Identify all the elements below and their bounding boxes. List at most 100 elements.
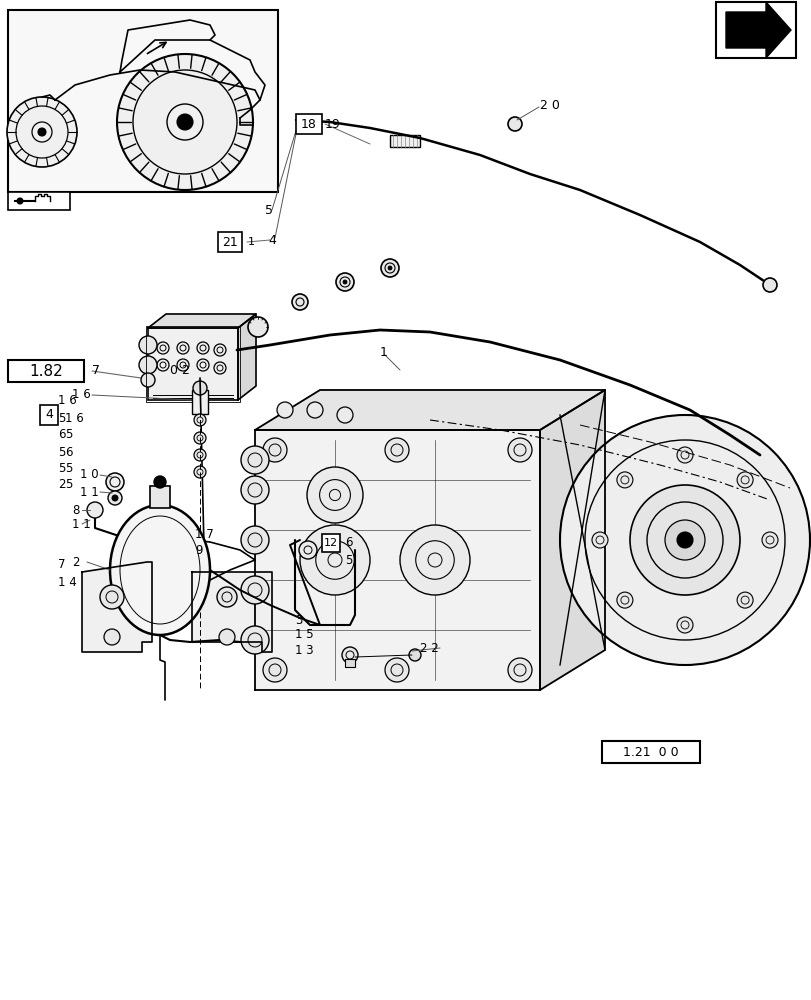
Circle shape [38, 128, 46, 136]
Text: 5: 5 [345, 554, 352, 566]
Polygon shape [539, 390, 604, 690]
Circle shape [247, 317, 268, 337]
Bar [217, 232, 242, 252]
Circle shape [106, 473, 124, 491]
Circle shape [307, 402, 323, 418]
Circle shape [508, 438, 531, 462]
Circle shape [117, 54, 253, 190]
Text: 9: 9 [195, 544, 202, 556]
Text: 2 0: 2 0 [539, 99, 560, 112]
Circle shape [299, 525, 370, 595]
Bar [148, 328, 238, 400]
Circle shape [241, 476, 268, 504]
Circle shape [171, 535, 185, 549]
Circle shape [616, 472, 632, 488]
Circle shape [591, 532, 607, 548]
Text: 1 6: 1 6 [58, 393, 77, 406]
Circle shape [112, 495, 118, 501]
Circle shape [307, 467, 363, 523]
Text: 1: 1 [247, 237, 255, 247]
Circle shape [664, 520, 704, 560]
Circle shape [177, 114, 193, 130]
Circle shape [761, 532, 777, 548]
Circle shape [629, 485, 739, 595]
Text: 1 6: 1 6 [72, 388, 91, 401]
Circle shape [241, 576, 268, 604]
Circle shape [139, 336, 157, 354]
Circle shape [193, 381, 207, 395]
Circle shape [384, 438, 409, 462]
Text: 4: 4 [45, 408, 53, 422]
Circle shape [194, 449, 206, 461]
Circle shape [676, 532, 692, 548]
Bar [8, 360, 84, 382]
Text: 5: 5 [58, 446, 66, 458]
Polygon shape [191, 572, 272, 652]
Circle shape [139, 356, 157, 374]
Circle shape [241, 446, 268, 474]
Text: 1 7: 1 7 [195, 528, 213, 542]
Bar [296, 114, 322, 134]
Text: 1 1: 1 1 [80, 486, 99, 498]
Circle shape [409, 649, 420, 661]
Bar [345, 659, 354, 667]
Circle shape [388, 266, 392, 270]
Circle shape [508, 658, 531, 682]
Circle shape [7, 97, 77, 167]
Text: 2 2: 2 2 [419, 642, 438, 654]
Circle shape [141, 373, 155, 387]
Circle shape [108, 491, 122, 505]
Text: 6: 6 [65, 446, 72, 458]
Circle shape [87, 502, 103, 518]
Circle shape [104, 629, 120, 645]
Circle shape [217, 587, 237, 607]
Circle shape [292, 294, 307, 310]
Circle shape [263, 658, 286, 682]
Circle shape [508, 117, 521, 131]
Text: 1 1: 1 1 [72, 518, 91, 530]
Circle shape [342, 280, 346, 284]
Circle shape [400, 525, 470, 595]
Circle shape [17, 198, 23, 204]
Text: 5: 5 [65, 462, 72, 475]
Bar [715, 2, 795, 58]
Text: 5: 5 [65, 478, 72, 490]
Polygon shape [255, 430, 539, 690]
Circle shape [241, 526, 268, 554]
Circle shape [676, 617, 692, 633]
Text: 19: 19 [324, 118, 341, 131]
Text: 4: 4 [268, 233, 276, 246]
Text: 5: 5 [65, 428, 72, 442]
Circle shape [560, 415, 809, 665]
Circle shape [263, 438, 286, 462]
Circle shape [341, 647, 358, 663]
Bar [389, 135, 419, 147]
Circle shape [616, 592, 632, 608]
Text: 18: 18 [301, 118, 316, 131]
Text: 1: 1 [380, 346, 388, 359]
Circle shape [194, 466, 206, 478]
Bar [40, 405, 58, 425]
Text: 7: 7 [58, 558, 66, 572]
Bar [191, 390, 208, 414]
Circle shape [736, 472, 752, 488]
Circle shape [337, 407, 353, 423]
Circle shape [298, 541, 316, 559]
Text: 5: 5 [58, 412, 66, 424]
Bar [8, 192, 70, 210]
Circle shape [336, 273, 354, 291]
Text: 2: 2 [58, 479, 66, 491]
Text: 1 6: 1 6 [65, 412, 84, 424]
Polygon shape [238, 314, 255, 400]
Text: 5: 5 [264, 204, 272, 217]
Text: 3: 3 [294, 613, 302, 626]
Bar [150, 486, 169, 508]
Circle shape [676, 447, 692, 463]
Text: 7: 7 [92, 364, 100, 377]
Circle shape [100, 585, 124, 609]
Polygon shape [82, 562, 152, 652]
Circle shape [277, 402, 293, 418]
Bar [601, 741, 699, 763]
Text: 0 2: 0 2 [169, 363, 190, 376]
Bar [146, 326, 240, 402]
